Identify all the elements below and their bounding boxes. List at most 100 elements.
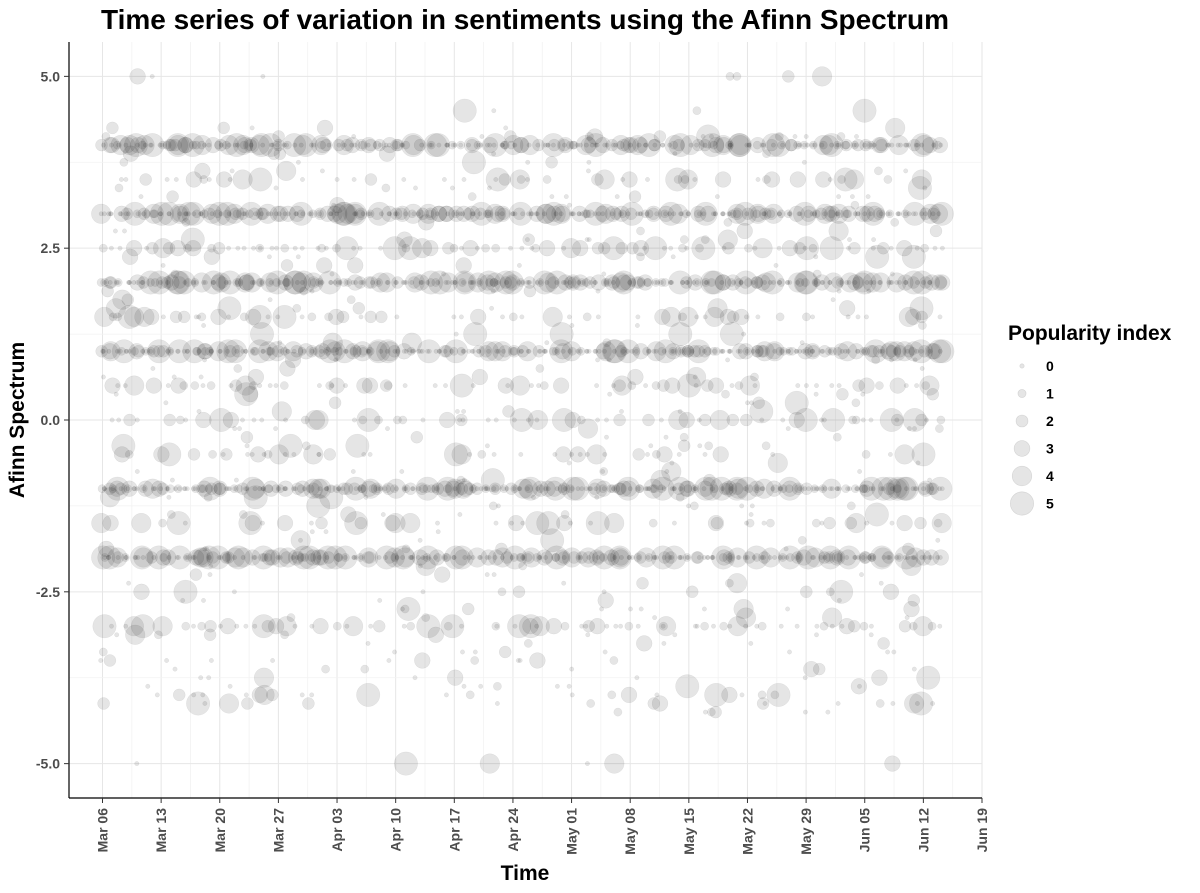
- scatter-point: [752, 245, 758, 251]
- scatter-point: [420, 417, 426, 423]
- scatter-point: [925, 343, 943, 360]
- scatter-point: [494, 348, 500, 354]
- scatter-point: [638, 606, 644, 612]
- scatter-point: [138, 484, 148, 494]
- scatter-point: [113, 205, 130, 222]
- scatter-point: [206, 675, 212, 681]
- scatter-point: [386, 658, 392, 663]
- scatter-point: [419, 142, 425, 148]
- scatter-point: [660, 142, 666, 148]
- scatter-point: [208, 341, 229, 362]
- scatter-point: [151, 486, 157, 492]
- scatter-point: [257, 203, 278, 224]
- scatter-point: [248, 142, 254, 148]
- scatter-point: [838, 280, 844, 285]
- scatter-point: [663, 434, 669, 440]
- scatter-point: [124, 450, 134, 459]
- scatter-point: [749, 136, 766, 154]
- scatter-point: [930, 339, 955, 364]
- scatter-point: [165, 280, 171, 285]
- scatter-point: [930, 211, 936, 217]
- scatter-point: [406, 621, 416, 631]
- scatter-point: [604, 142, 610, 148]
- scatter-point: [272, 205, 289, 222]
- scatter-point: [493, 417, 499, 423]
- scatter-point: [517, 280, 523, 285]
- scatter-point: [531, 494, 536, 500]
- scatter-point: [759, 207, 772, 221]
- scatter-point: [835, 701, 841, 706]
- scatter-point: [188, 140, 198, 150]
- scatter-point: [525, 159, 531, 165]
- legend-key: [1019, 363, 1025, 369]
- scatter-point: [609, 207, 622, 221]
- scatter-point: [165, 486, 171, 492]
- scatter-point: [328, 211, 334, 217]
- scatter-point: [261, 486, 266, 492]
- scatter-point: [568, 346, 577, 356]
- scatter-point: [548, 138, 561, 152]
- scatter-point: [568, 140, 578, 150]
- scatter-point: [926, 387, 940, 401]
- scatter-point: [740, 413, 753, 427]
- scatter-point: [171, 374, 177, 380]
- scatter-point: [361, 480, 378, 497]
- scatter-point: [412, 274, 430, 291]
- scatter-point: [401, 348, 407, 354]
- scatter-point: [835, 278, 845, 287]
- scatter-point: [692, 177, 698, 182]
- scatter-point: [271, 401, 292, 422]
- scatter-point: [866, 555, 872, 560]
- scatter-point: [742, 346, 752, 356]
- scatter-point: [883, 175, 893, 184]
- scatter-point: [909, 270, 934, 295]
- scatter-point: [766, 682, 791, 707]
- scatter-point: [577, 142, 583, 148]
- scatter-point: [331, 201, 356, 226]
- scatter-point: [914, 348, 920, 354]
- scatter-point: [381, 136, 398, 154]
- scatter-point: [607, 276, 620, 289]
- scatter-point: [164, 177, 170, 182]
- scatter-point: [524, 280, 530, 285]
- scatter-point: [859, 138, 872, 152]
- scatter-point: [471, 211, 476, 217]
- scatter-point: [220, 448, 233, 461]
- scatter-point: [642, 245, 647, 251]
- scatter-point: [852, 280, 858, 285]
- scatter-point: [137, 276, 150, 289]
- scatter-point: [459, 245, 464, 251]
- scatter-point: [243, 692, 249, 698]
- scatter-point: [812, 269, 822, 279]
- scatter-point: [411, 211, 417, 217]
- scatter-point: [543, 348, 549, 354]
- scatter-point: [674, 345, 688, 358]
- scatter-point: [485, 167, 510, 192]
- scatter-point: [857, 469, 863, 474]
- scatter-point: [316, 119, 334, 137]
- scatter-point: [185, 171, 202, 188]
- scatter-point: [544, 280, 550, 285]
- scatter-point: [277, 348, 283, 354]
- x-tick-label: Apr 24: [505, 808, 521, 852]
- scatter-point: [770, 451, 776, 457]
- scatter-point: [388, 345, 401, 358]
- scatter-point: [309, 211, 315, 217]
- scatter-point: [104, 377, 121, 394]
- scatter-point: [123, 348, 129, 354]
- scatter-point: [275, 484, 285, 494]
- scatter-point: [96, 278, 106, 287]
- scatter-point: [704, 306, 725, 327]
- scatter-point: [473, 140, 483, 150]
- scatter-point: [236, 136, 254, 154]
- scatter-point: [664, 377, 681, 394]
- y-tick-label: 0.0: [41, 412, 61, 428]
- scatter-point: [191, 623, 196, 629]
- scatter-point: [183, 278, 193, 287]
- scatter-point: [128, 343, 145, 360]
- scatter-point: [727, 142, 733, 148]
- scatter-point: [784, 138, 798, 152]
- scatter-point: [561, 142, 567, 148]
- scatter-point: [234, 623, 240, 629]
- scatter-point: [268, 444, 290, 465]
